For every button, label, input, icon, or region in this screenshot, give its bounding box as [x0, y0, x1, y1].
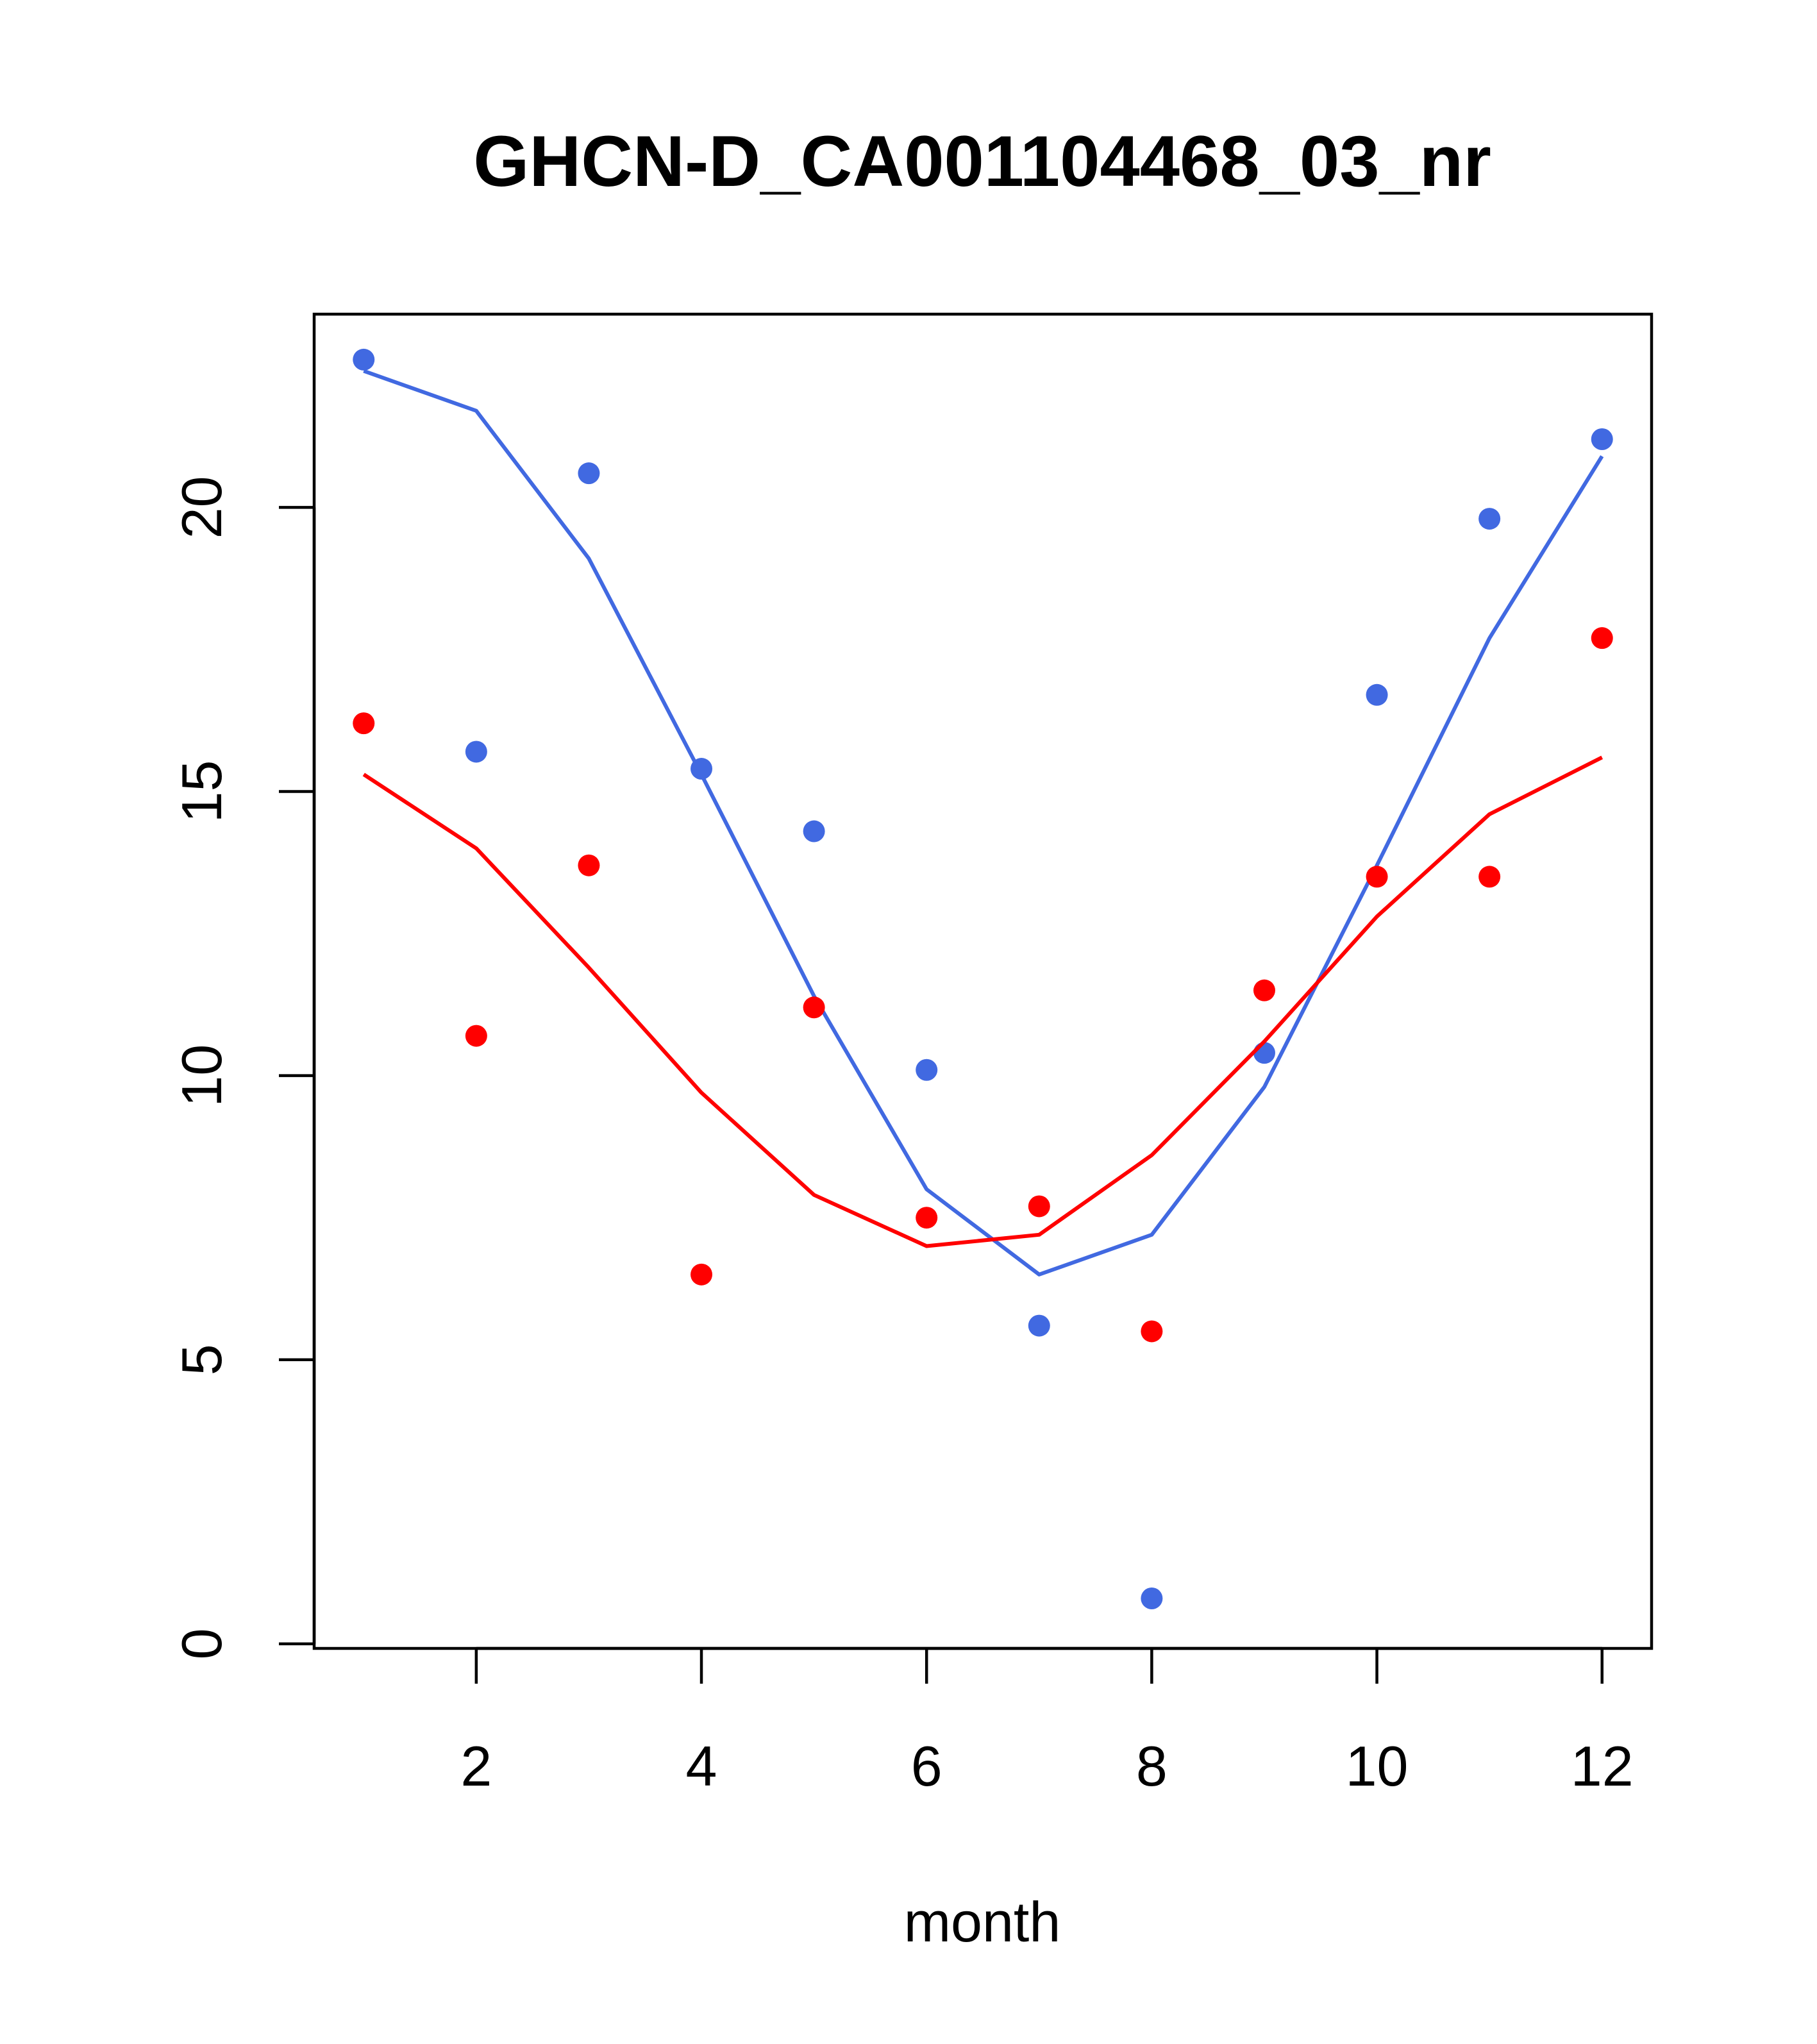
series-0-point	[916, 1059, 938, 1081]
series-0-point	[1028, 1314, 1050, 1337]
series-0-point	[1141, 1587, 1163, 1610]
series-0-point	[1591, 428, 1613, 450]
y-axis: 0 5 10 15 20	[170, 476, 316, 1659]
series-0-point	[578, 462, 600, 485]
x-tick-label: 2	[460, 1734, 492, 1798]
series-1-point	[465, 1025, 487, 1047]
series-1-point	[578, 854, 600, 876]
series-1-point	[353, 712, 375, 735]
series-0-point	[691, 758, 713, 780]
series-1-point	[1366, 866, 1388, 888]
series-1-point	[1253, 979, 1275, 1001]
series-1-point	[1591, 627, 1613, 649]
chart-title: GHCN-D_CA001104468_03_nr	[473, 121, 1491, 201]
series-0-point	[1253, 1042, 1275, 1064]
y-tick-label: 0	[170, 1628, 233, 1659]
x-tick-label: 4	[686, 1734, 717, 1798]
x-axis: 2 4 6 8 10 12	[460, 1646, 1634, 1798]
y-tick-label: 20	[170, 476, 233, 539]
series-0-point	[1478, 508, 1501, 530]
x-axis-label: month	[904, 1890, 1061, 1954]
series-0-point	[1366, 683, 1388, 706]
series-1-fit-line	[362, 755, 1603, 1248]
x-tick-label: 10	[1346, 1734, 1409, 1798]
series-0-point	[803, 820, 825, 842]
y-tick-label: 15	[170, 760, 233, 823]
y-tick-label: 10	[170, 1044, 233, 1107]
x-tick-label: 6	[911, 1734, 942, 1798]
series-1-point	[916, 1207, 938, 1229]
series-0-point	[353, 348, 375, 371]
x-tick-label: 12	[1571, 1734, 1634, 1798]
series-1-point	[1478, 866, 1501, 888]
series-1-point	[1028, 1195, 1050, 1218]
series-0-point	[465, 741, 487, 763]
series-1-point	[1141, 1320, 1163, 1343]
y-tick-label: 5	[170, 1344, 233, 1375]
series-layer	[353, 348, 1613, 1610]
series-1-point	[803, 996, 825, 1019]
series-0-fit-line	[363, 369, 1604, 1277]
series-1-point	[691, 1263, 713, 1286]
x-tick-label: 8	[1136, 1734, 1168, 1798]
